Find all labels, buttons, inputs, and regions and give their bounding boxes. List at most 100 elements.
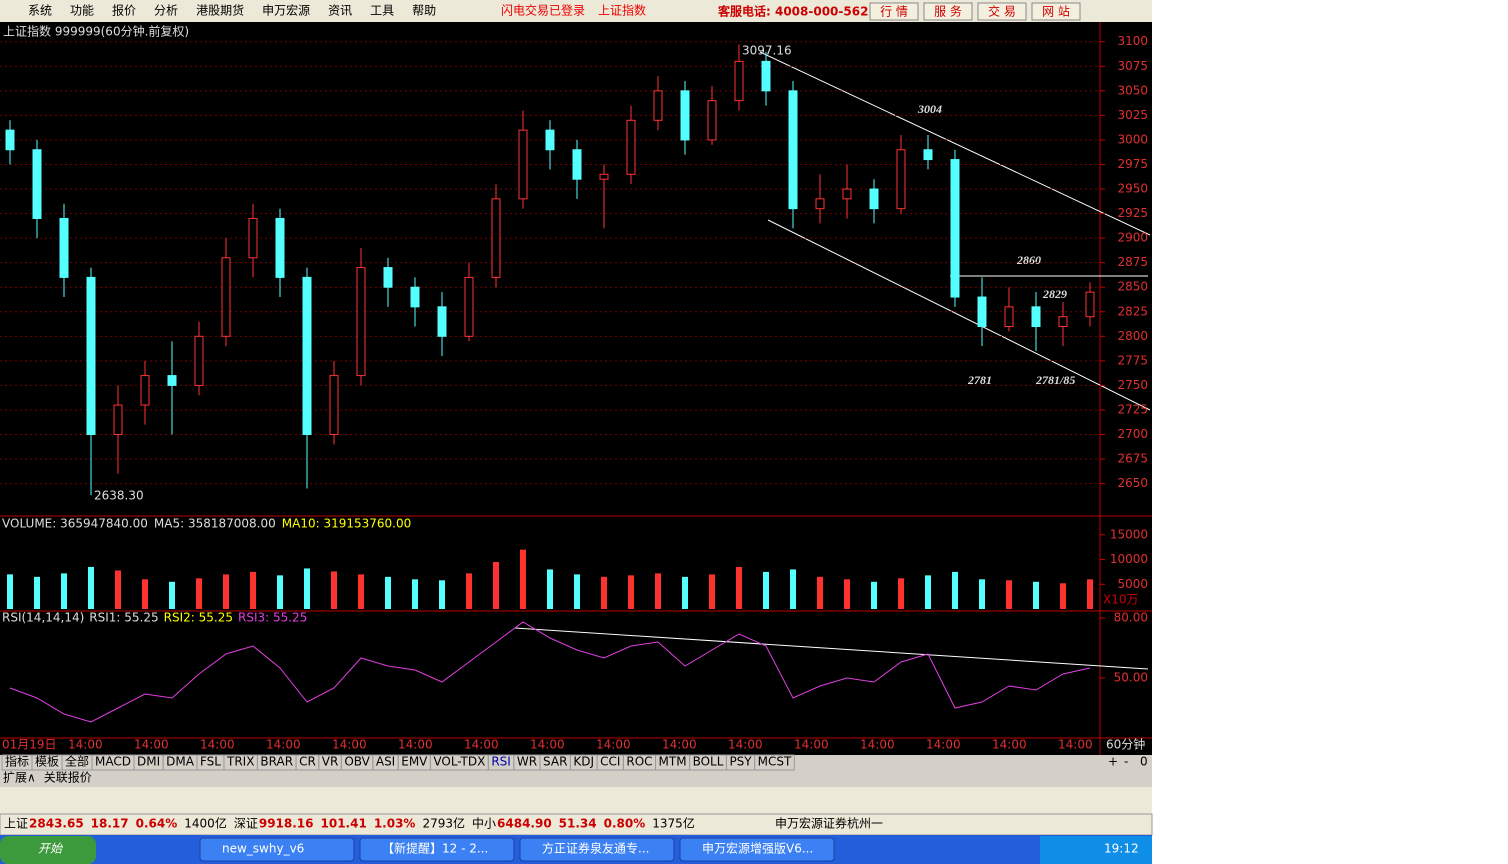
volume-bar: [115, 570, 121, 609]
candle-body: [518, 129, 528, 200]
volume-bar: [304, 568, 310, 609]
tab-control[interactable]: -: [1124, 755, 1128, 769]
indicator-tab[interactable]: OBV: [344, 755, 370, 769]
start-label[interactable]: 开始: [38, 842, 63, 856]
y-tick-label: 3000: [1117, 132, 1148, 146]
indicator-tab[interactable]: CCI: [600, 755, 620, 769]
menu-item[interactable]: 报价: [112, 3, 136, 18]
menu-item[interactable]: 港股期货: [196, 3, 244, 18]
menu-item[interactable]: 功能: [70, 4, 94, 18]
status-item: 1.03%: [374, 817, 416, 831]
menu-item[interactable]: 资讯: [328, 4, 352, 18]
candle-body: [734, 60, 744, 102]
indicator-tab[interactable]: BOLL: [693, 755, 724, 769]
rsi-line: [9, 621, 1091, 723]
menu-item[interactable]: 工具: [370, 4, 394, 18]
sub-tab[interactable]: 扩展∧: [3, 771, 36, 785]
indicator-tab[interactable]: BRAR: [260, 755, 293, 769]
indicator-tab[interactable]: SAR: [543, 755, 567, 769]
indicator-tab[interactable]: 模板: [35, 755, 59, 769]
header-button[interactable]: [869, 2, 919, 21]
task-button[interactable]: [359, 837, 515, 862]
indicator-tab[interactable]: VR: [322, 755, 339, 769]
candle-body: [761, 60, 771, 92]
task-label[interactable]: 申万宏源增强版V6...: [702, 841, 813, 856]
tab-control[interactable]: +: [1108, 755, 1118, 769]
sub-tab[interactable]: 关联报价: [44, 770, 92, 785]
indicator-tab[interactable]: MCST: [758, 755, 792, 769]
header-button-label[interactable]: 交 易: [988, 4, 1016, 19]
volume-bar: [1006, 580, 1012, 609]
y-tick-label: 2950: [1117, 182, 1148, 196]
volume-bar: [601, 576, 607, 609]
indicator-tab[interactable]: RSI: [491, 755, 511, 769]
menu-item[interactable]: 申万宏源: [262, 3, 310, 18]
indicator-tab[interactable]: DMA: [166, 755, 195, 769]
indicator-tab[interactable]: 全部: [65, 754, 89, 769]
y-tick-label: 2800: [1117, 329, 1148, 343]
indicator-tab[interactable]: WR: [517, 755, 537, 769]
task-button[interactable]: [199, 837, 355, 862]
header-button-label[interactable]: 行 情: [880, 5, 908, 19]
chart-title: 上证指数 999999(60分钟.前复权): [3, 24, 189, 39]
indicator-tab[interactable]: FSL: [200, 755, 221, 769]
indicator-tab[interactable]: VOL-TDX: [433, 755, 485, 769]
indicator-tab[interactable]: CR: [299, 755, 316, 769]
header-button[interactable]: [977, 2, 1027, 21]
candle-body: [356, 267, 366, 377]
indicator-tab[interactable]: ASI: [376, 755, 395, 769]
task-label[interactable]: 方正证券泉友通专...: [542, 841, 649, 856]
candle-body: [302, 276, 312, 436]
tab-control[interactable]: 0: [1140, 755, 1148, 769]
header-button-label[interactable]: 网 站: [1042, 5, 1070, 19]
volume-bar: [979, 579, 985, 609]
clock: 19:12: [1104, 842, 1139, 856]
candle-body: [86, 276, 96, 436]
status-item: 2793亿: [422, 816, 465, 831]
rsi-legend: RSI(14,14,14): [2, 611, 84, 625]
task-label[interactable]: 【新提醒】12 - 2...: [382, 841, 488, 856]
menu-item[interactable]: 帮助: [412, 4, 436, 18]
x-tick-label: 01月19日: [2, 738, 57, 752]
start-button[interactable]: [0, 836, 96, 864]
x-tick-label: 14:00: [926, 738, 961, 752]
volume-bar: [925, 575, 931, 609]
menu-bar: [0, 0, 1152, 22]
task-button[interactable]: [519, 837, 675, 862]
task-label[interactable]: new_swhy_v6: [222, 842, 304, 856]
volume-bar: [169, 581, 175, 609]
status-item: 0.64%: [136, 817, 178, 831]
annotation: 2638.30: [94, 489, 144, 503]
x-tick-label: 14:00: [134, 738, 169, 752]
annotation: 3097.16: [742, 44, 792, 58]
status-item: 101.41: [321, 817, 367, 831]
y-tick-label: 10000: [1110, 552, 1148, 566]
volume-legend: VOLUME: 365947840.00: [2, 517, 148, 531]
indicator-tab[interactable]: PSY: [729, 755, 752, 769]
indicator-tab[interactable]: DMI: [137, 755, 160, 769]
indicator-tab[interactable]: ROC: [626, 755, 652, 769]
menu-item[interactable]: 分析: [154, 4, 178, 18]
rsi-legend: RSI2: 55.25: [164, 611, 233, 625]
candle-body: [896, 149, 906, 210]
candle-body: [545, 129, 555, 151]
y-tick-label: 3050: [1117, 83, 1148, 97]
x-tick-label: 14:00: [596, 738, 631, 752]
header-button-label[interactable]: 服 务: [934, 4, 962, 19]
indicator-tab[interactable]: KDJ: [573, 755, 594, 769]
task-button[interactable]: [679, 837, 835, 862]
indicator-tab[interactable]: MTM: [659, 755, 687, 769]
candle-body: [1031, 306, 1041, 327]
x-tick-label: 14:00: [530, 738, 565, 752]
candle-body: [194, 335, 204, 386]
tab-border: [754, 754, 795, 771]
indicator-tab[interactable]: 指标: [5, 754, 29, 769]
header-button[interactable]: [1031, 2, 1081, 21]
indicator-tab[interactable]: EMV: [401, 755, 428, 769]
indicator-tab[interactable]: TRIX: [226, 755, 254, 769]
indicator-tab[interactable]: MACD: [95, 755, 131, 769]
header-button[interactable]: [923, 2, 973, 21]
y-tick-label: 2875: [1117, 255, 1148, 269]
y-tick-label: 15000: [1110, 527, 1148, 541]
menu-item[interactable]: 系统: [28, 4, 52, 18]
